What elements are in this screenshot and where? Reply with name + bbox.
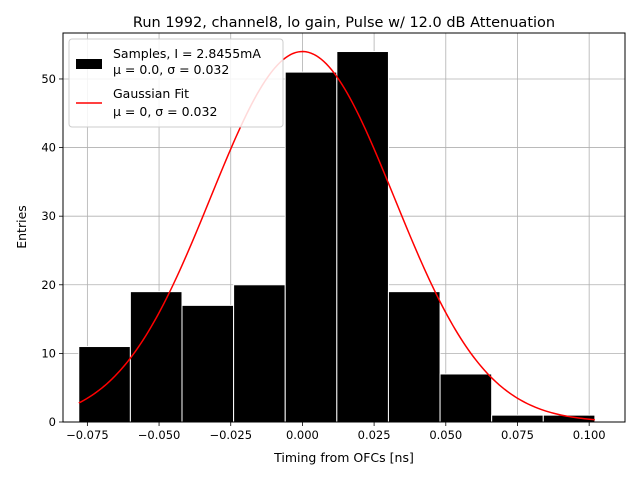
histogram-bar xyxy=(387,291,441,423)
x-tick-label: 0.000 xyxy=(286,428,319,442)
x-tick-label: −0.050 xyxy=(138,428,181,442)
x-tick-label: 0.100 xyxy=(573,428,606,442)
legend-box xyxy=(68,38,284,128)
y-axis-ticks: 0 10 20 30 40 50 xyxy=(41,72,63,429)
legend-label-samples-stats: μ = 0.0, σ = 0.032 xyxy=(113,62,229,77)
x-tick-label: 0.050 xyxy=(429,428,462,442)
y-tick-label: 10 xyxy=(41,346,56,360)
legend-label-fit-stats: μ = 0, σ = 0.032 xyxy=(113,104,217,119)
y-tick-label: 50 xyxy=(41,72,56,86)
chart-title: Run 1992, channel8, lo gain, Pulse w/ 12… xyxy=(133,15,555,31)
histogram-bar xyxy=(129,291,183,423)
y-tick-label: 0 xyxy=(49,415,56,429)
y-tick-label: 40 xyxy=(41,141,56,155)
x-tick-label: −0.025 xyxy=(209,428,252,442)
legend-label-samples: Samples, I = 2.8455mA xyxy=(113,46,261,61)
histogram-bar xyxy=(336,51,389,423)
histogram-bar xyxy=(439,373,493,423)
x-tick-label: −0.075 xyxy=(66,428,109,442)
histogram-bars xyxy=(78,51,596,423)
plot-frame xyxy=(62,32,626,423)
histogram-bar xyxy=(181,304,235,423)
x-axis-ticks: −0.075 −0.050 −0.025 0.000 0.025 0.050 0.075 0.… xyxy=(66,422,606,442)
histogram-bar xyxy=(491,414,544,423)
histogram-bar xyxy=(284,71,338,423)
y-tick-label: 30 xyxy=(41,209,56,223)
legend-label-fit: Gaussian Fit xyxy=(113,86,189,101)
gaussian-fit-line xyxy=(78,50,595,421)
x-tick-label: 0.025 xyxy=(358,428,391,442)
legend: Samples, I = 2.8455mA μ = 0.0, σ = 0.032… xyxy=(68,38,284,128)
histogram-bar xyxy=(78,346,131,423)
histogram-bar xyxy=(233,284,286,423)
legend-swatch-samples xyxy=(76,59,102,69)
x-tick-label: 0.075 xyxy=(501,428,534,442)
x-axis-label: Timing from OFCs [ns] xyxy=(273,450,414,465)
y-axis-label: Entries xyxy=(14,205,29,249)
y-tick-label: 20 xyxy=(41,278,56,292)
